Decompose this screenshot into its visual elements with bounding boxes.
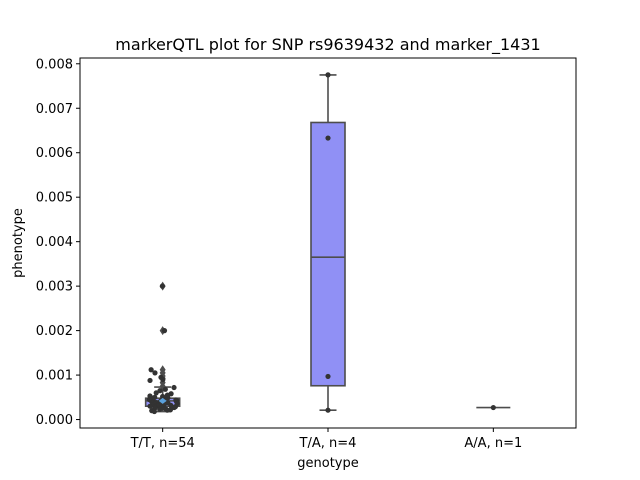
x-tick-label: A/A, n=1 — [464, 436, 522, 451]
y-tick-label: 0.005 — [36, 191, 73, 206]
x-tick-label: T/T, n=54 — [130, 436, 195, 451]
y-tick-label: 0.001 — [36, 369, 73, 384]
y-axis: 0.000 0.001 0.002 0.003 0.004 0.005 0.006 0.007… — [36, 57, 80, 428]
data-point — [162, 386, 168, 392]
boxes-layer — [144, 74, 511, 413]
data-point — [147, 403, 153, 409]
data-point — [325, 407, 331, 413]
data-point — [325, 72, 331, 78]
x-tick-label: T/A, n=4 — [299, 436, 357, 451]
box-1 — [310, 74, 346, 412]
data-point — [171, 384, 177, 391]
data-point — [147, 377, 153, 384]
data-point — [160, 376, 166, 383]
box-body — [310, 121, 346, 387]
y-tick-label: 0.006 — [36, 146, 73, 161]
y-tick-label: 0.000 — [36, 413, 73, 428]
chart-title: markerQTL plot for SNP rs9639432 and mar… — [115, 35, 540, 55]
data-point — [159, 283, 165, 289]
y-tick-label: 0.003 — [36, 280, 73, 295]
y-tick-label: 0.008 — [36, 57, 73, 72]
y-axis-label: phenotype — [11, 208, 26, 278]
outlier-marker — [159, 365, 166, 375]
data-point — [152, 370, 158, 376]
x-axis: T/T, n=54 T/A, n=4 A/A, n=1 — [130, 428, 522, 451]
data-point — [164, 407, 170, 413]
data-point — [161, 328, 168, 334]
mean-marker — [158, 397, 167, 404]
data-point — [151, 408, 157, 415]
data-point — [157, 388, 163, 394]
x-axis-label: genotype — [297, 456, 358, 471]
box-0 — [144, 281, 181, 413]
data-point — [171, 404, 177, 411]
data-point — [148, 367, 154, 373]
y-tick-label: 0.004 — [36, 235, 73, 250]
points-layer — [146, 72, 496, 415]
data-point — [157, 406, 163, 412]
data-point — [153, 390, 159, 396]
data-point — [325, 373, 331, 380]
data-point — [490, 404, 496, 411]
data-point — [325, 135, 331, 141]
y-tick-label: 0.002 — [36, 324, 73, 339]
y-tick-label: 0.007 — [36, 102, 73, 117]
